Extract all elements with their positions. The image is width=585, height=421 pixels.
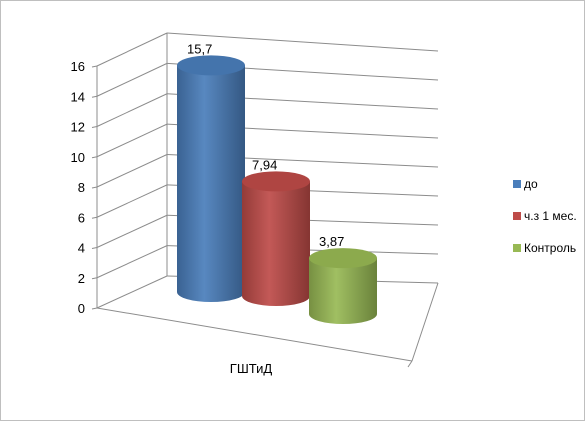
tick-mark-6	[91, 126, 98, 128]
data-label-2: 3,87	[319, 234, 344, 249]
y-tick-label-8: 16	[71, 59, 85, 74]
floor-front-edge	[96, 307, 413, 362]
data-label-1: 7,94	[252, 157, 277, 172]
bar-body-2	[309, 258, 377, 324]
bar-top-0	[177, 55, 245, 76]
legend-label-1-month: ч.з 1 мес.	[524, 209, 577, 223]
legend-swatch-do	[513, 180, 521, 188]
tick-mark-5	[91, 156, 98, 159]
tick-mark-4	[91, 186, 98, 189]
tick-mark-3	[91, 216, 98, 219]
category-label: ГШТиД	[230, 361, 273, 376]
legend-swatch-control	[513, 244, 521, 252]
tick-mark-8	[91, 65, 98, 68]
y-tick-label-0: 0	[78, 301, 85, 316]
y-tick-label-6: 12	[71, 120, 85, 135]
gridline-side-8	[96, 32, 168, 67]
bar-body-0	[177, 65, 245, 302]
x-tick-right	[407, 360, 413, 368]
gridline-side-6	[96, 93, 168, 127]
bar-top-1	[242, 171, 310, 192]
legend-item-1-month: ч.з 1 мес.	[513, 209, 577, 223]
y-tick-label-5: 10	[71, 150, 85, 165]
y-tick-label-2: 4	[78, 241, 85, 256]
bar-top-2	[309, 248, 377, 269]
data-label-0: 15,7	[187, 41, 212, 56]
gridline-side-0	[96, 275, 168, 309]
tick-mark-1	[91, 277, 98, 280]
gridline-side-7	[96, 62, 168, 97]
gridline-side-5	[96, 123, 168, 158]
gridline-back-8	[166, 32, 439, 52]
gridline-side-3	[96, 184, 168, 218]
y-tick-label-3: 6	[78, 210, 85, 225]
y-tick-label-1: 2	[78, 271, 85, 286]
tick-mark-7	[91, 95, 98, 98]
gridline-side-2	[96, 214, 168, 248]
bar-body-1	[242, 181, 310, 306]
gridline-side-4	[96, 154, 168, 188]
legend-label-do: до	[524, 177, 538, 191]
floor-right-edge	[411, 282, 439, 362]
legend-item-control: Контроль	[513, 241, 577, 255]
legend-item-do: до	[513, 177, 577, 191]
tick-mark-2	[91, 247, 98, 249]
legend-label-control: Контроль	[524, 241, 577, 255]
chart-legend: до ч.з 1 мес. Контроль	[513, 177, 577, 273]
gridline-side-1	[96, 245, 168, 279]
tick-mark-0	[91, 307, 98, 310]
y-tick-label-7: 14	[71, 89, 85, 104]
legend-swatch-1-month	[513, 212, 521, 220]
y-tick-label-4: 8	[78, 180, 85, 195]
